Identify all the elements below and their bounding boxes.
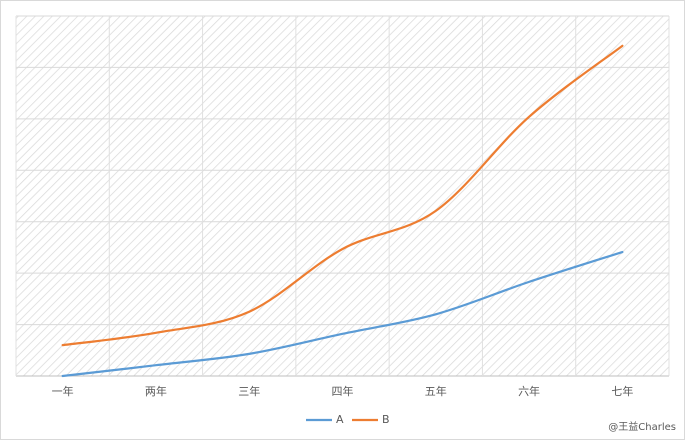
x-tick-label: 五年 [425,384,447,398]
series-line [61,250,624,378]
x-tick-label: 四年 [332,384,354,398]
legend-label: A [336,413,344,426]
x-tick-label: 两年 [145,384,167,398]
watermark: @王益Charles [608,420,676,433]
x-tick-label: 三年 [238,384,260,398]
x-tick-label: 一年 [52,384,74,398]
series-line [61,44,624,347]
plot-area [16,16,669,376]
legend-label: B [382,413,390,426]
x-tick-label: 七年 [611,384,633,398]
x-tick-label: 六年 [518,384,540,398]
